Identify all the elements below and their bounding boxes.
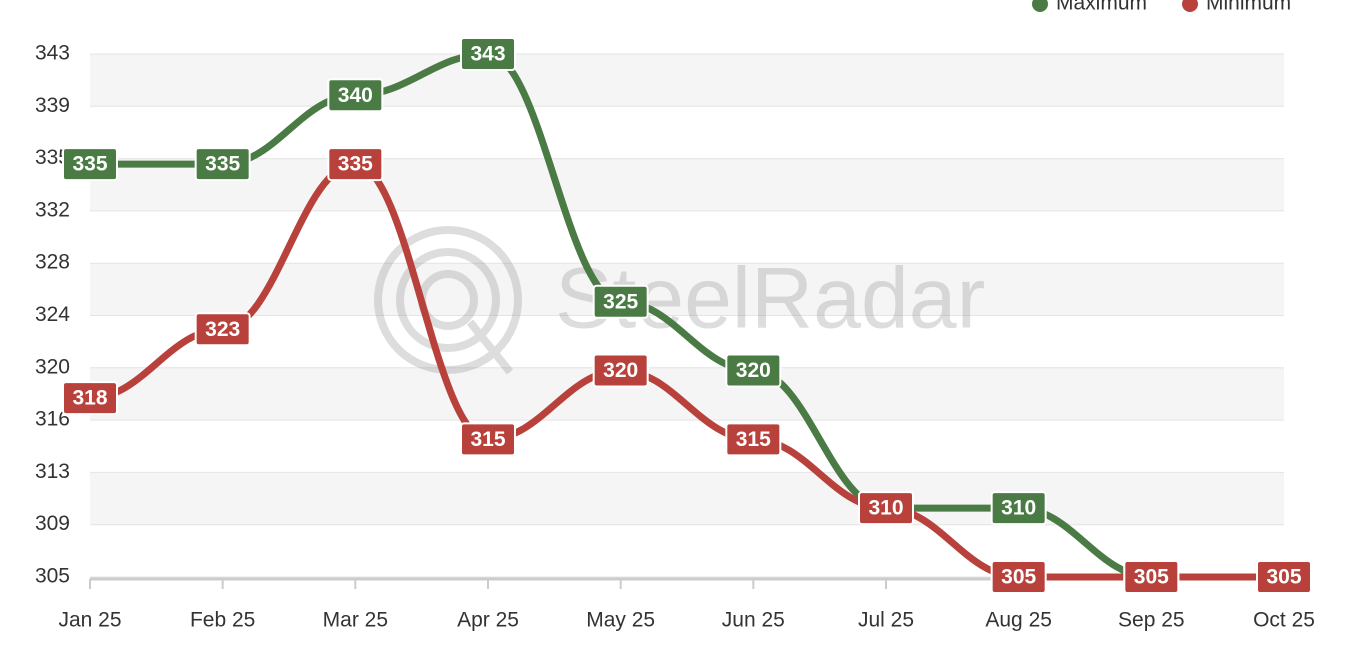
data-label-box [990,491,1047,526]
data-label-text: 315 [736,428,771,451]
data-label-box [62,147,118,182]
x-tick-label: Aug 25 [985,609,1052,632]
data-label-box [725,353,782,388]
data-label: 320 [725,353,782,388]
data-label: 315 [725,422,782,457]
data-label-box [460,422,516,457]
x-tick-label: May 25 [586,609,655,632]
data-label: 310 [858,491,914,526]
y-tick-label: 316 [35,408,70,431]
data-label: 315 [460,422,516,457]
y-tick-label: 339 [35,94,70,117]
x-tick-label: Feb 25 [190,609,255,632]
data-label-text: 315 [470,428,505,451]
data-label-box [858,491,914,526]
data-label: 305 [1123,560,1180,594]
data-label-box [725,422,782,457]
plot-band [90,472,1284,525]
data-label-box [194,312,251,347]
x-tick-label: Oct 25 [1253,609,1315,632]
y-tick-label: 328 [35,251,70,274]
data-label-box [327,78,384,113]
data-label-text: 318 [72,387,107,410]
data-label: 340 [327,78,384,113]
data-label-box [1123,560,1180,594]
data-label-text: 320 [736,359,771,382]
data-label: 318 [62,381,118,416]
data-label: 343 [460,37,516,71]
data-label-box [592,353,649,388]
y-tick-label: 343 [35,42,70,65]
x-tick-label: Sep 25 [1118,609,1185,632]
x-tick-label: Jan 25 [58,609,121,632]
data-label-text: 335 [205,153,240,176]
data-label-text: 320 [603,359,638,382]
data-label-text: 310 [1001,497,1036,520]
legend-marker [1182,0,1198,12]
plot-band [90,367,1284,421]
data-label-text: 340 [338,84,373,107]
data-label-box [1256,560,1312,594]
y-tick-label: 305 [35,565,70,588]
data-label: 305 [990,560,1047,594]
y-tick-label: 313 [35,460,70,483]
data-label-box [592,284,649,319]
data-label-text: 335 [72,153,107,176]
y-tick-label: 309 [35,512,70,535]
data-label-text: 323 [205,318,240,341]
series-line [86,50,1288,581]
data-label-text: 325 [603,290,638,313]
data-label-box [990,560,1047,594]
data-label-box [327,147,384,182]
plot-band [90,263,1284,316]
data-label: 325 [592,284,649,319]
data-label-text: 310 [868,497,903,520]
data-label: 335 [194,147,251,182]
watermark: SteelRadar [374,226,985,375]
x-tick-label: Apr 25 [457,609,519,632]
y-tick-label: 324 [35,303,70,326]
y-tick-label: 335 [35,146,70,169]
data-label-text: 335 [338,153,373,176]
x-tick-label: Mar 25 [323,609,388,632]
data-label-box [194,147,251,182]
data-label: 320 [592,353,649,388]
legend-marker [1032,0,1048,12]
data-label: 335 [327,147,384,182]
data-label-text: 343 [470,43,505,66]
plot-band [90,158,1284,211]
y-tick-label: 332 [35,198,70,221]
data-label-text: 305 [1001,566,1036,589]
data-label: 310 [990,491,1047,526]
data-label: 305 [1256,560,1312,594]
data-label-text: 305 [1134,566,1169,589]
x-tick-label: Jul 25 [858,609,914,632]
legend-label: Minimum [1206,0,1291,15]
y-tick-label: 320 [35,355,70,378]
x-tick-label: Jun 25 [722,609,785,632]
data-label-box [460,37,516,71]
legend-label: Maximum [1056,0,1147,15]
data-label: 335 [62,147,118,182]
plot-bg [89,53,1285,589]
data-label-box [62,381,118,416]
data-label-text: 305 [1266,566,1301,589]
plot-band [90,54,1284,107]
data-label: 323 [194,312,251,347]
